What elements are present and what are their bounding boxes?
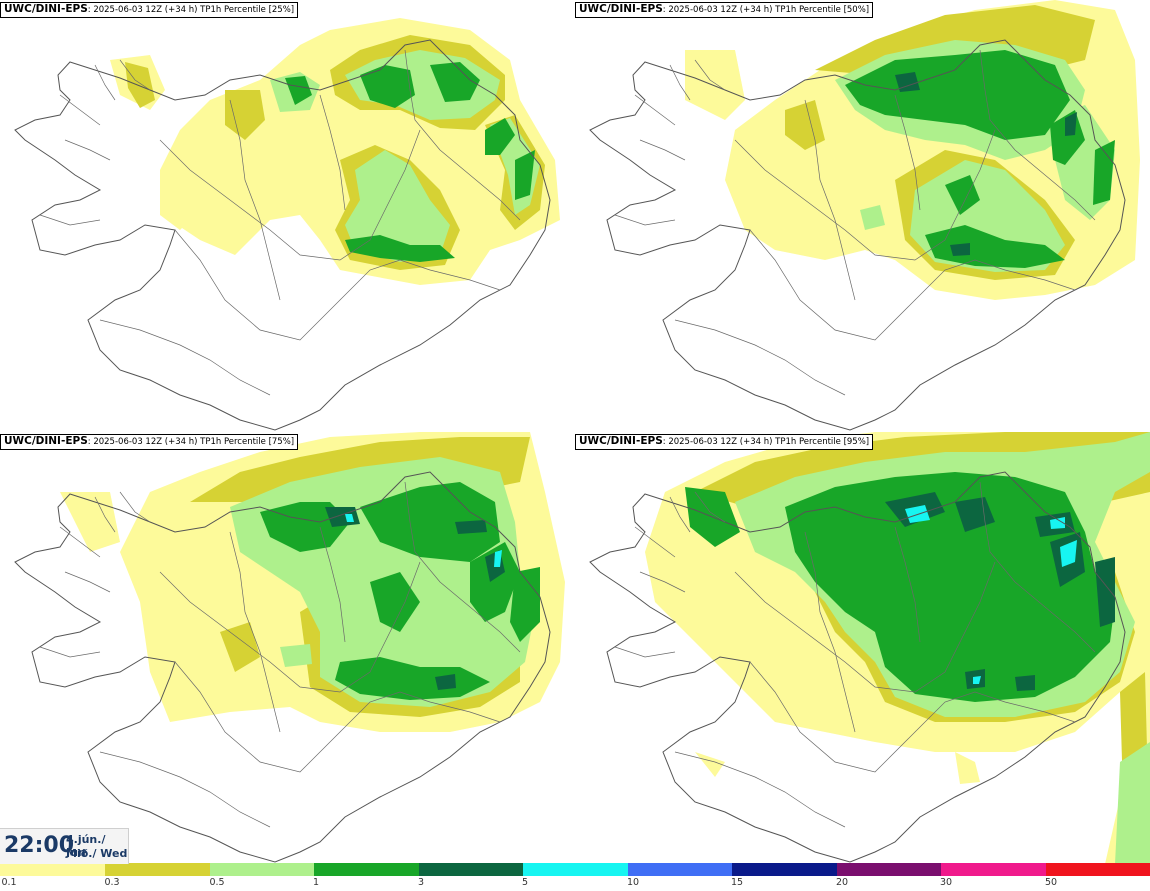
valid-date-line1: 4.jún./ Jun: [66, 833, 106, 859]
legend-swatch-4: [419, 863, 523, 876]
precip-5-zone: [345, 514, 502, 567]
legend-swatch-5: [523, 863, 628, 876]
panel-title-75: UWC/DINI-EPS: 2025-06-03 12Z (+34 h) TP1…: [0, 434, 299, 450]
legend-label: 0.1: [1, 877, 17, 888]
panel-title-95: UWC/DINI-EPS: 2025-06-03 12Z (+34 h) TP1…: [575, 434, 874, 450]
legend-swatch-2: [210, 863, 314, 876]
valid-time: 22:00: [4, 833, 75, 858]
panel-title-25: UWC/DINI-EPS: 2025-06-03 12Z (+34 h) TP1…: [0, 2, 299, 18]
precip-1-zone: [845, 50, 1115, 268]
precip-1-zone: [285, 62, 535, 262]
legend-label: 20: [835, 877, 849, 888]
color-legend: 0.1 0.3 0.5 1 3 5 10 15 20 30 50: [0, 863, 1150, 891]
legend-label: 0.3: [104, 877, 120, 888]
precip-map-25: [14, 18, 560, 431]
legend-swatch-1: [105, 863, 210, 876]
map-panel-25: UWC/DINI-EPS: 2025-06-03 12Z (+34 h) TP1…: [0, 0, 575, 432]
precip-3-zone: [895, 72, 1077, 256]
legend-swatch-9: [941, 863, 1046, 876]
legend-swatch-10: [1046, 863, 1150, 876]
map-panel-50: UWC/DINI-EPS: 2025-06-03 12Z (+34 h) TP1…: [575, 0, 1150, 432]
legend-label: 50: [1044, 877, 1058, 888]
valid-date-line2: Mið./ Wed: [66, 847, 128, 860]
precip-map-50: [589, 0, 1140, 431]
legend-swatch-8: [837, 863, 941, 876]
legend-swatch-7: [732, 863, 837, 876]
legend-label: 30: [939, 877, 953, 888]
legend-label: 15: [730, 877, 744, 888]
legend-swatch-3: [314, 863, 419, 876]
legend-label: 0.5: [209, 877, 225, 888]
panel-title-50: UWC/DINI-EPS: 2025-06-03 12Z (+34 h) TP1…: [575, 2, 874, 18]
map-panel-75: UWC/DINI-EPS: 2025-06-03 12Z (+34 h) TP1…: [0, 432, 575, 864]
legend-label: 10: [626, 877, 640, 888]
legend-label: 5: [521, 877, 529, 888]
legend-swatch-0: [0, 863, 105, 876]
legend-swatch-6: [628, 863, 732, 876]
precip-map-95: [589, 432, 1150, 864]
legend-label: 3: [417, 877, 425, 888]
precip-map-75: [14, 432, 565, 863]
precip-1-zone: [260, 482, 540, 700]
valid-time-box: 22:00 4.jún./ Jun Mið./ Wed: [0, 828, 129, 864]
map-panel-95: UWC/DINI-EPS: 2025-06-03 12Z (+34 h) TP1…: [575, 432, 1150, 864]
legend-label: 1: [312, 877, 320, 888]
precip-3-zone: [885, 492, 1115, 691]
